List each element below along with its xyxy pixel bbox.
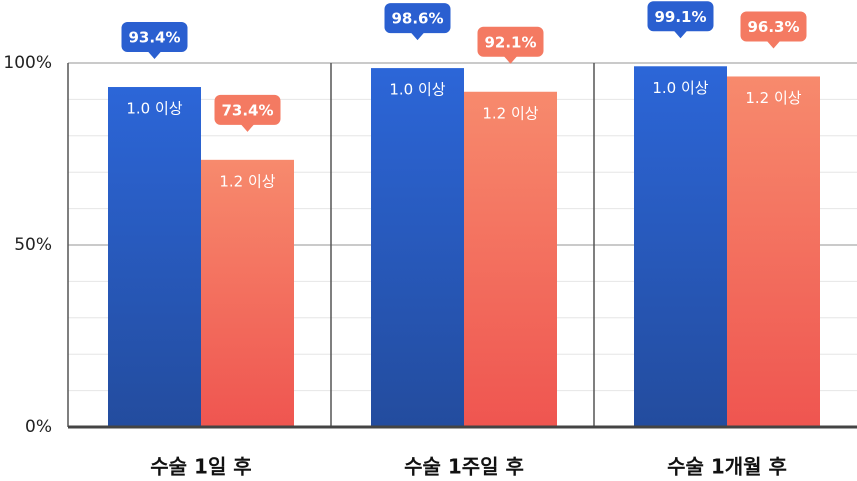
bar-series-label: 1.0 이상	[652, 79, 708, 97]
bar-series-label: 1.2 이상	[482, 104, 538, 122]
bar-series-label: 1.2 이상	[745, 89, 801, 107]
callout-pointer	[147, 51, 162, 60]
callout-pointer	[503, 55, 518, 64]
value-label: 98.6%	[391, 10, 443, 28]
callout-box	[740, 11, 807, 42]
callout-box	[121, 22, 188, 53]
value-label: 73.4%	[221, 101, 273, 119]
x-tick-label: 수술 1개월 후	[667, 455, 787, 479]
x-tick-label: 수술 1주일 후	[404, 455, 524, 479]
bar-series-label: 1.0 이상	[389, 81, 445, 99]
y-tick-label: 0%	[25, 417, 52, 437]
callout-box	[647, 1, 714, 32]
bar	[108, 87, 201, 428]
callout-box	[477, 26, 544, 57]
bar	[371, 68, 464, 427]
callout-pointer	[410, 32, 425, 41]
bar	[727, 76, 820, 427]
value-label: 96.3%	[747, 18, 799, 36]
callout-box	[384, 3, 451, 34]
y-tick-label: 100%	[3, 53, 52, 73]
y-tick-label: 50%	[14, 235, 52, 255]
callout-pointer	[673, 30, 688, 39]
callout-pointer	[240, 123, 255, 132]
value-label: 93.4%	[128, 29, 180, 47]
bar	[201, 159, 294, 427]
bar-series-label: 1.2 이상	[219, 172, 275, 190]
bar	[634, 66, 727, 427]
value-label: 92.1%	[484, 33, 536, 51]
value-label: 99.1%	[654, 8, 706, 26]
bar-series-label: 1.0 이상	[126, 100, 182, 118]
bar	[464, 91, 557, 428]
callout-pointer	[766, 40, 781, 49]
x-tick-label: 수술 1일 후	[150, 455, 251, 479]
callout-box	[214, 94, 281, 125]
